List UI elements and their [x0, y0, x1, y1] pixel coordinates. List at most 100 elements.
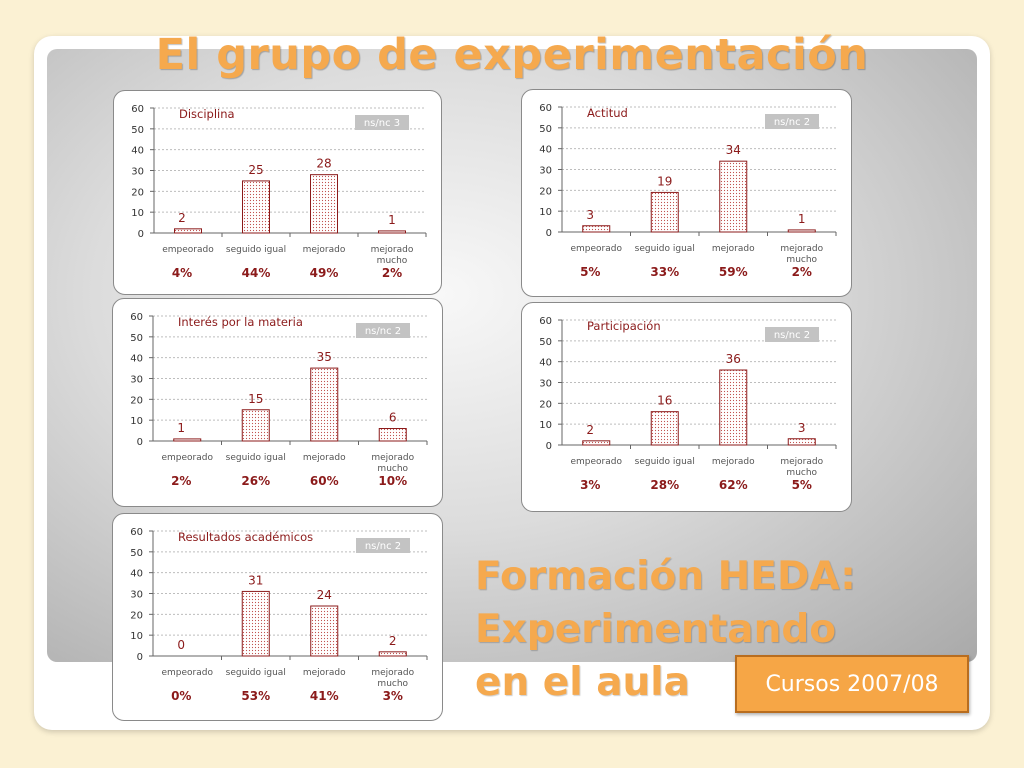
chart-svg: 0 10 20 30 40 50 60 Participación ns/nc 2 2 empeor…: [539, 316, 837, 492]
y-tick-label: 20: [130, 395, 143, 406]
bar: [310, 605, 339, 657]
category-label: mucho: [377, 256, 408, 266]
bar-value-label: 28: [316, 157, 331, 171]
chart-svg: 0 10 20 30 40 50 60 Disciplina ns/nc 3 2 empeorado…: [131, 104, 427, 280]
bar: [582, 225, 611, 233]
chart-svg: 0 10 20 30 40 50 60 Interés por la materia ns/nc…: [130, 312, 428, 488]
subtitle-line-2: Experimentando: [475, 607, 837, 652]
y-tick-label: 0: [137, 437, 143, 448]
bar-value-label: 6: [389, 411, 397, 425]
percentage-label: 10%: [378, 474, 407, 488]
nsnc-box: [355, 115, 409, 130]
bar: [650, 411, 679, 446]
percentage-label: 53%: [241, 689, 270, 703]
category-label: seguido igual: [226, 245, 286, 255]
category-label: mejorado: [303, 453, 346, 463]
percentage-label: 62%: [719, 478, 748, 492]
y-tick-label: 20: [131, 187, 144, 198]
subtitle-line-3: en el aula: [475, 660, 690, 705]
category-label: mucho: [786, 255, 817, 265]
chart-title: Participación: [587, 319, 661, 333]
nsnc-box: [765, 114, 819, 129]
y-tick-label: 30: [130, 590, 143, 601]
nsnc-box: [356, 323, 410, 338]
category-label: mejorado: [712, 457, 755, 467]
percentage-label: 5%: [792, 478, 812, 492]
bar-value-label: 1: [798, 212, 806, 226]
chart-actitud: 0 10 20 30 40 50 60 Actitud ns/nc 2 3 empeorado 5% 1…: [521, 89, 852, 297]
chart-disciplina: 0 10 20 30 40 50 60 Disciplina ns/nc 3 2 empeorado…: [113, 90, 442, 295]
bar: [378, 428, 407, 442]
bar-value-label: 25: [248, 163, 263, 177]
chart-interes: 0 10 20 30 40 50 60 Interés por la materia ns/nc…: [112, 298, 443, 507]
percentage-label: 2%: [382, 266, 402, 280]
percentage-label: 28%: [650, 478, 679, 492]
bar: [719, 160, 748, 233]
category-label: mejorado: [303, 245, 346, 255]
category-label: seguido igual: [226, 668, 286, 678]
percentage-label: 41%: [310, 689, 339, 703]
y-tick-label: 60: [539, 103, 552, 114]
chart-title: Actitud: [587, 106, 628, 120]
y-tick-label: 40: [130, 569, 143, 580]
percentage-label: 3%: [580, 478, 600, 492]
bar-value-label: 3: [798, 421, 806, 435]
y-tick-label: 20: [539, 186, 552, 197]
chart-participacion: 0 10 20 30 40 50 60 Participación ns/nc 2 2 empeor…: [521, 302, 852, 512]
y-tick-label: 10: [130, 631, 143, 642]
bar-value-label: 19: [657, 174, 672, 188]
category-label: empeorado: [571, 244, 623, 254]
nsnc-note: ns/nc 2: [365, 326, 401, 337]
bar: [378, 651, 407, 657]
y-tick-label: 60: [130, 312, 143, 323]
y-tick-label: 40: [131, 146, 144, 157]
y-tick-label: 0: [546, 228, 552, 239]
category-label: mejorado: [371, 245, 414, 255]
nsnc-box: [765, 327, 819, 342]
y-tick-label: 20: [539, 399, 552, 410]
y-tick-label: 0: [138, 229, 144, 240]
y-tick-label: 30: [131, 167, 144, 178]
nsnc-note: ns/nc 2: [774, 117, 810, 128]
bar-value-label: 31: [248, 573, 263, 587]
nsnc-note: ns/nc 2: [774, 330, 810, 341]
y-tick-label: 0: [546, 441, 552, 452]
category-label: empeorado: [162, 668, 214, 678]
bar-value-label: 2: [586, 423, 594, 437]
category-label: mucho: [377, 464, 408, 474]
percentage-label: 59%: [719, 265, 748, 279]
y-tick-label: 60: [131, 104, 144, 115]
y-tick-label: 30: [130, 375, 143, 386]
bar: [174, 228, 202, 234]
bar-value-label: 16: [657, 394, 672, 408]
y-tick-label: 30: [539, 379, 552, 390]
category-label: mejorado: [303, 668, 346, 678]
y-tick-label: 50: [539, 337, 552, 348]
percentage-label: 49%: [310, 266, 339, 280]
category-label: empeorado: [162, 453, 214, 463]
category-label: empeorado: [162, 245, 214, 255]
page-title: El grupo de experimentación: [155, 30, 869, 80]
nsnc-box: [356, 538, 410, 553]
y-tick-label: 60: [130, 527, 143, 538]
percentage-label: 4%: [172, 266, 192, 280]
category-label: mejorado: [780, 244, 823, 254]
y-tick-label: 50: [131, 125, 144, 136]
bar-value-label: 2: [389, 634, 397, 648]
nsnc-note: ns/nc 2: [365, 541, 401, 552]
bar-value-label: 34: [726, 143, 741, 157]
y-tick-label: 40: [130, 354, 143, 365]
bar: [241, 409, 270, 442]
category-label: mucho: [786, 468, 817, 478]
y-tick-label: 40: [539, 145, 552, 156]
bar: [242, 180, 270, 234]
y-tick-label: 50: [539, 124, 552, 135]
percentage-label: 2%: [171, 474, 191, 488]
bar: [173, 438, 202, 442]
bar-value-label: 1: [388, 213, 396, 227]
bar: [650, 191, 679, 233]
subtitle-line-1: Formación HEDA:: [475, 554, 856, 599]
y-tick-label: 40: [539, 358, 552, 369]
bar-value-label: 24: [317, 588, 332, 602]
